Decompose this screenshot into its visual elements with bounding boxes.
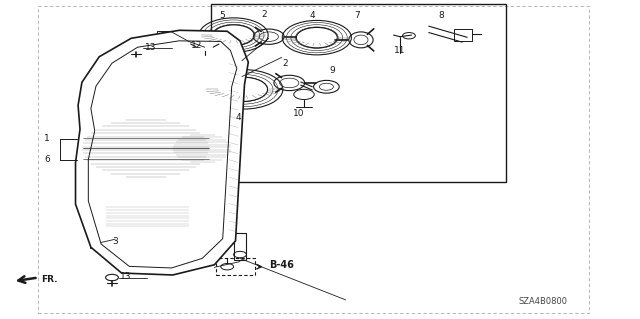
Text: 8: 8 [438,11,444,20]
Bar [157,31,173,39]
Text: 3: 3 [112,237,118,246]
Text: 10: 10 [293,109,305,118]
Bar [234,233,246,260]
Text: 9: 9 [330,66,335,75]
Bar [216,258,255,275]
Text: 1: 1 [44,134,50,143]
Text: SZA4B0800: SZA4B0800 [518,297,568,306]
Text: 4: 4 [310,11,315,20]
Text: 6: 6 [44,155,50,164]
Bar [92,237,107,242]
Text: FR.: FR. [42,275,58,284]
Text: 5: 5 [220,11,225,20]
Bar [211,4,506,182]
Text: 11: 11 [394,46,405,55]
Text: 2: 2 [282,59,287,68]
Text: B-46: B-46 [269,260,294,271]
Bar [454,29,472,41]
Text: 13: 13 [145,43,156,52]
Polygon shape [76,30,248,275]
Bar [38,6,589,313]
Text: 12: 12 [191,41,202,50]
Text: 13: 13 [120,272,132,281]
Bar [90,242,109,248]
Text: 7: 7 [355,11,360,20]
Text: 2: 2 [261,10,266,19]
Text: 4: 4 [236,113,241,122]
